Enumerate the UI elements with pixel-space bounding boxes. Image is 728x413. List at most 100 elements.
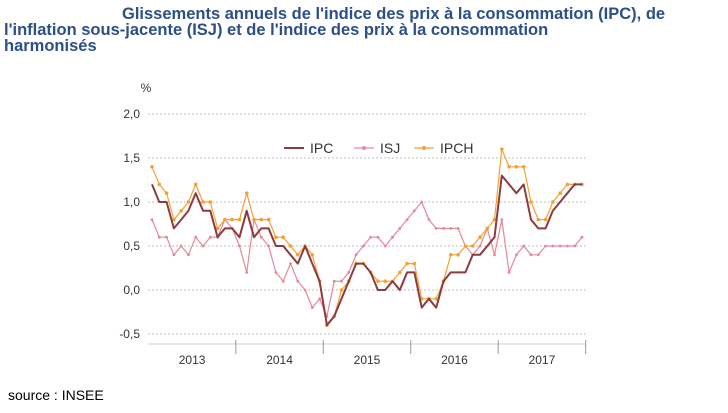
data-point-ipch — [244, 191, 249, 195]
data-point-ipch — [193, 182, 198, 187]
data-point-isj — [493, 253, 496, 257]
chart-title-line-3: harmonisés — [4, 37, 97, 55]
data-point-ipch — [412, 261, 417, 266]
series-line-ipc — [151, 174, 582, 327]
y-tick-label: 0,5 — [123, 239, 140, 253]
data-point-ipch — [281, 235, 285, 239]
data-point-isj — [172, 253, 176, 257]
data-point-isj — [405, 218, 409, 222]
data-point-ipch — [237, 217, 242, 222]
data-point-ipch — [565, 182, 570, 187]
y-axis-unit-label: % — [141, 81, 152, 95]
data-point-ipch — [514, 165, 519, 169]
data-point-ipch — [150, 165, 154, 169]
data-point-isj — [303, 288, 307, 292]
data-point-isj — [281, 279, 285, 283]
data-point-ipch — [172, 217, 176, 222]
legend-label-ipch: IPCH — [440, 140, 473, 156]
data-point-ipch — [470, 244, 475, 248]
data-point-ipch — [208, 200, 213, 204]
data-point-ipch — [274, 235, 278, 239]
data-point-isj — [500, 218, 504, 222]
data-point-isj — [208, 235, 212, 239]
data-point-ipch — [500, 147, 504, 151]
legend-label-ipc: IPC — [310, 140, 333, 156]
data-point-ipch — [157, 182, 162, 187]
data-point-ipch — [507, 165, 511, 169]
data-point-ipch — [463, 244, 468, 248]
data-point-isj — [442, 227, 445, 230]
y-tick-label: 1,0 — [123, 195, 140, 209]
data-point-isj — [478, 244, 482, 248]
data-point-isj — [150, 218, 154, 222]
data-point-isj — [529, 253, 533, 257]
data-point-isj — [259, 235, 263, 239]
data-point-ipch — [186, 200, 191, 204]
line-chart: % -0,5 0,0 0,5 1,0 1,5 2,0 2013 2014 2015 2016 2017… — [119, 81, 587, 367]
data-point-isj — [289, 262, 292, 265]
data-point-ipch — [551, 200, 555, 204]
data-point-ipch — [397, 270, 402, 275]
data-point-isj — [449, 227, 453, 230]
data-point-ipch — [201, 200, 205, 204]
data-point-isj — [515, 253, 518, 257]
data-point-ipch — [259, 217, 264, 222]
data-point-ipch — [230, 217, 234, 222]
data-point-ipch — [456, 253, 460, 257]
chart-title: Glissements annuels de l'indice des prix… — [4, 5, 724, 55]
data-point-ipch — [252, 217, 256, 222]
data-point-isj — [332, 279, 336, 283]
data-point-isj — [580, 235, 584, 239]
data-point-isj — [412, 209, 416, 213]
data-point-ipch — [266, 217, 271, 222]
data-point-ipch — [529, 200, 533, 204]
data-point-isj — [165, 235, 168, 239]
data-point-ipch — [215, 226, 220, 231]
data-point-isj — [544, 244, 547, 248]
x-tick-label-year: 2017 — [529, 353, 556, 367]
data-point-isj — [187, 253, 190, 257]
data-point-isj — [551, 244, 555, 248]
data-point-isj — [347, 271, 351, 274]
x-tick-label-year: 2016 — [441, 353, 468, 367]
data-point-isj — [318, 297, 322, 301]
data-point-isj — [194, 235, 198, 239]
data-point-ipch — [543, 217, 548, 222]
chart-panel: % -0,5 0,0 0,5 1,0 1,5 2,0 2013 2014 2015 2016 2017… — [96, 76, 596, 386]
data-point-isj — [383, 244, 387, 248]
source-note: source : INSEE — [8, 387, 104, 403]
data-point-ipch — [536, 217, 541, 222]
x-tick-label-year: 2013 — [179, 353, 206, 367]
data-point-isj — [456, 227, 460, 230]
data-point-isj — [296, 279, 300, 283]
legend-label-isj: ISJ — [380, 140, 400, 156]
data-point-isj — [427, 218, 431, 222]
data-point-isj — [566, 244, 569, 248]
y-tick-label: 2,0 — [123, 107, 140, 121]
x-tick-label-year: 2014 — [266, 353, 293, 367]
data-point-isj — [369, 235, 373, 239]
chart-title-line-1: Glissements annuels de l'indice des prix… — [122, 5, 666, 23]
data-point-isj — [558, 244, 562, 248]
data-point-isj — [274, 271, 278, 274]
data-point-ipch — [288, 244, 293, 248]
data-point-isj — [267, 244, 271, 248]
data-point-isj — [507, 271, 511, 274]
data-point-isj — [179, 244, 183, 248]
data-point-ipch — [478, 235, 482, 239]
data-point-isj — [536, 253, 540, 257]
data-point-isj — [245, 271, 249, 274]
data-point-ipch — [223, 217, 227, 222]
data-point-ipch — [310, 253, 315, 257]
y-tick-label: 1,5 — [123, 151, 140, 165]
data-point-ipch — [179, 209, 183, 213]
data-point-isj — [340, 279, 343, 283]
data-point-ipch — [485, 226, 490, 231]
data-point-isj — [376, 235, 380, 239]
data-point-isj — [238, 244, 241, 248]
legend-marker-ipch — [422, 146, 426, 150]
data-point-isj — [391, 235, 394, 239]
data-point-isj — [420, 200, 424, 204]
data-point-isj — [398, 227, 402, 230]
data-point-isj — [354, 253, 358, 257]
